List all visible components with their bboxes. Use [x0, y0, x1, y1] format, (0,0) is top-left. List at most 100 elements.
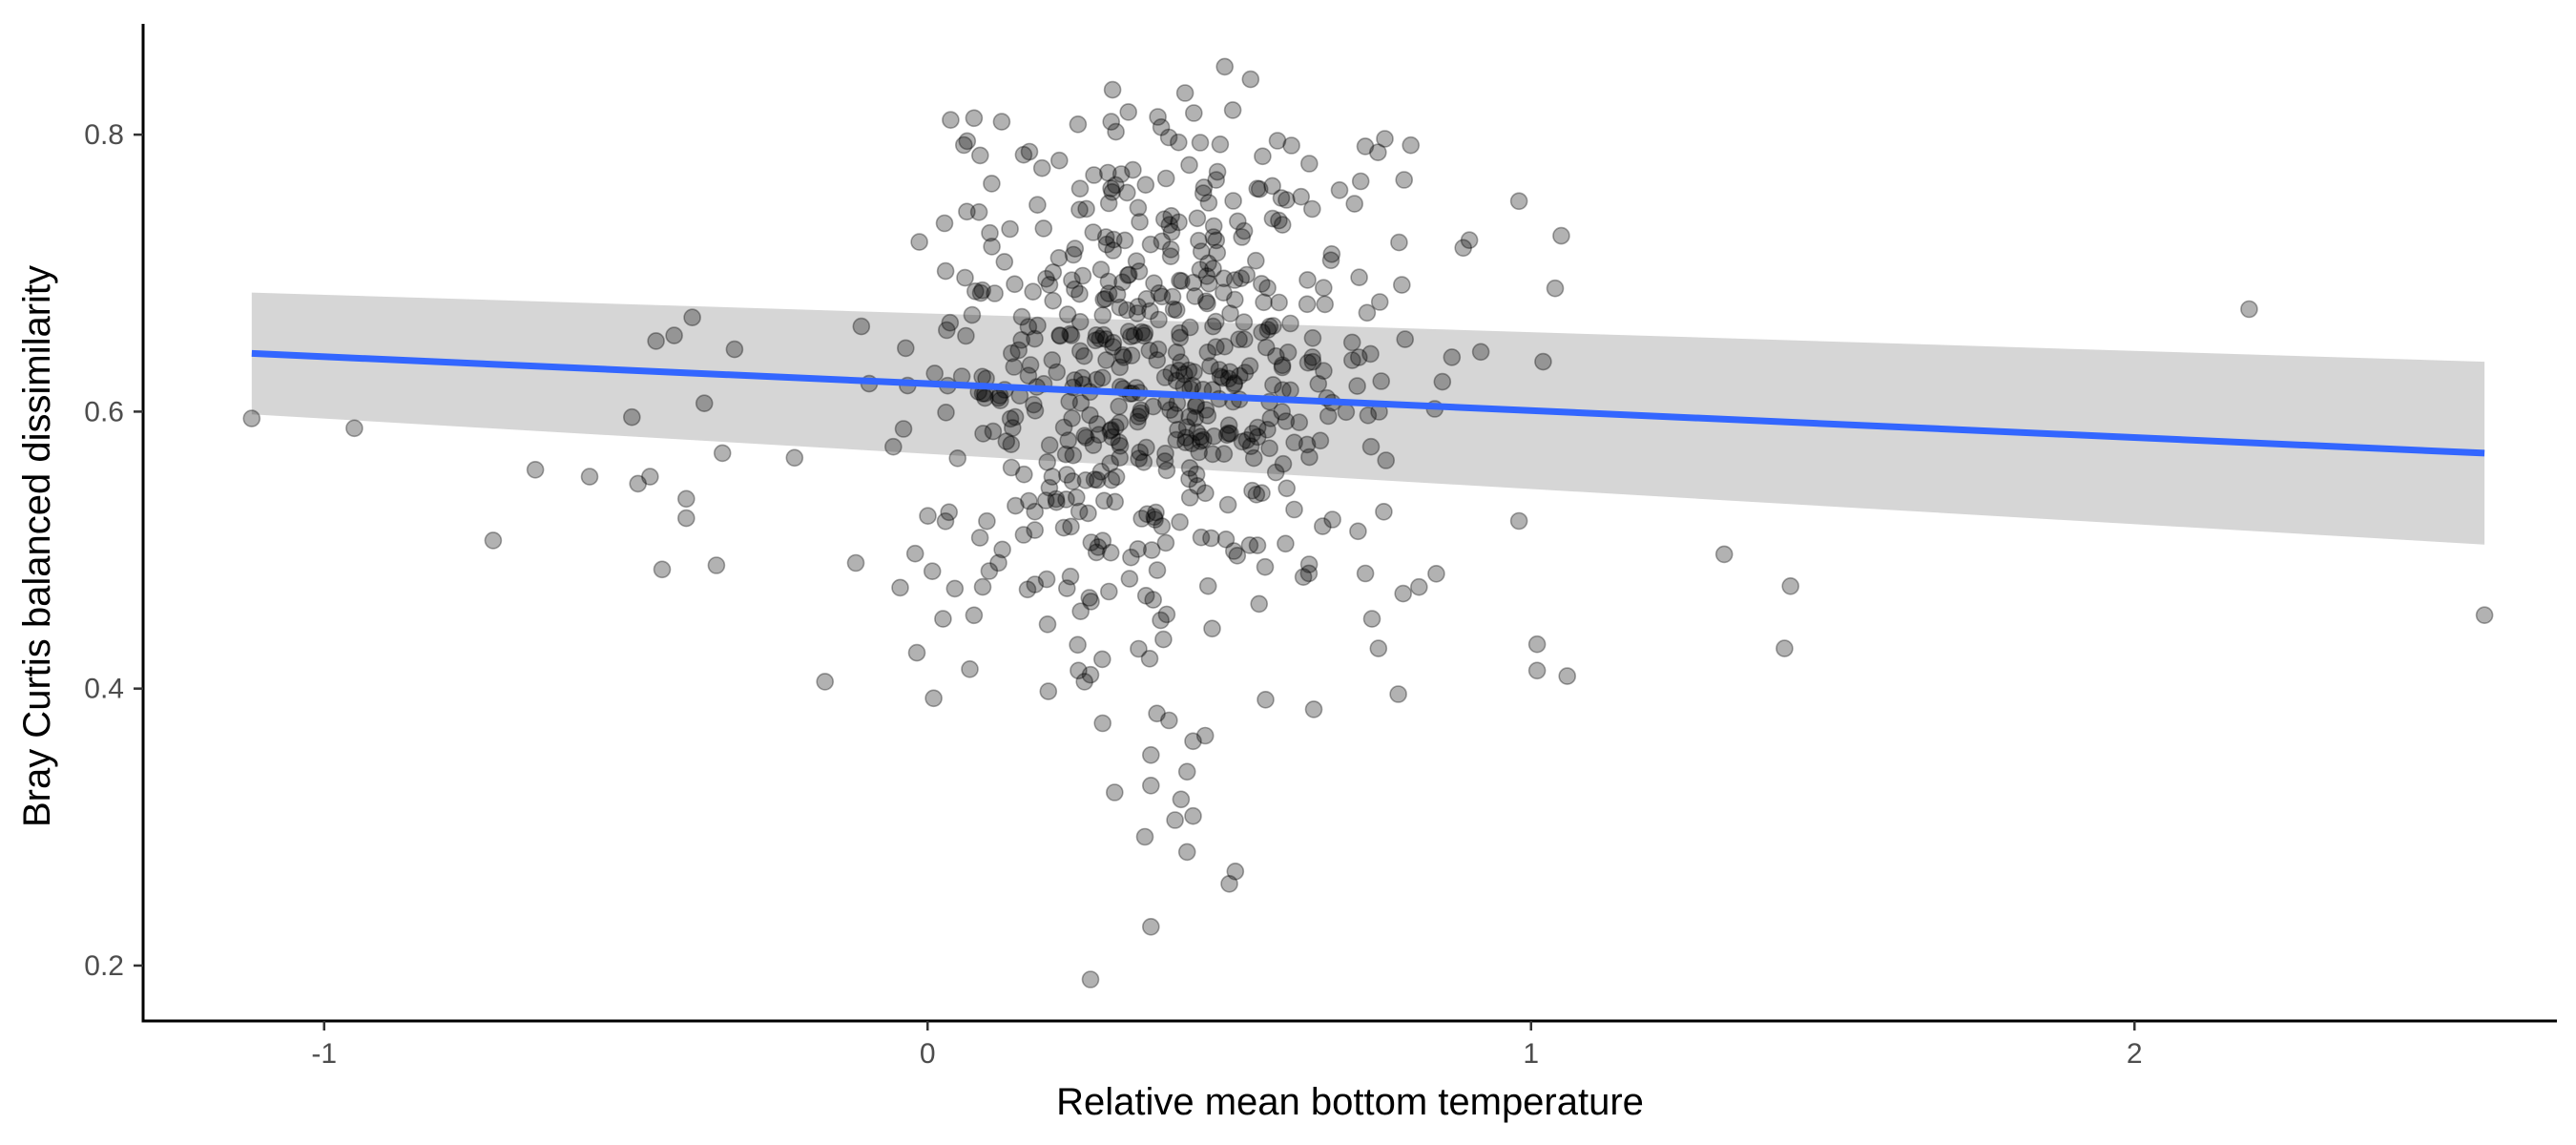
data-point	[1240, 357, 1259, 375]
data-point	[1192, 528, 1211, 547]
data-point	[629, 474, 648, 493]
data-point	[2475, 606, 2494, 625]
data-point	[997, 432, 1016, 450]
data-point	[1122, 346, 1141, 364]
data-point	[1241, 70, 1260, 89]
data-point	[1118, 301, 1136, 320]
data-point	[1215, 337, 1234, 356]
data-point	[1093, 650, 1111, 669]
data-point	[1102, 470, 1121, 489]
data-point	[1160, 711, 1178, 730]
data-point	[1093, 306, 1112, 324]
data-point	[1021, 356, 1040, 374]
data-point	[1014, 145, 1033, 164]
data-point	[1157, 461, 1176, 480]
data-point	[1217, 426, 1236, 445]
data-point	[1369, 639, 1388, 657]
data-point	[937, 321, 956, 340]
data-point	[1270, 211, 1288, 230]
data-point	[1299, 564, 1319, 583]
data-point	[974, 425, 992, 443]
data-point	[1132, 401, 1151, 420]
data-point	[1230, 330, 1248, 349]
data-point	[1144, 397, 1162, 416]
data-point	[1144, 591, 1162, 609]
data-point	[1225, 375, 1243, 394]
data-point	[1077, 428, 1095, 448]
data-point	[1361, 344, 1380, 364]
data-point	[2240, 300, 2258, 319]
data-point	[1389, 685, 1407, 703]
data-point	[1199, 194, 1218, 212]
data-point	[1039, 682, 1058, 700]
data-point	[1134, 326, 1153, 345]
data-point	[1192, 427, 1210, 447]
data-point	[1184, 273, 1203, 292]
data-point	[1150, 310, 1168, 329]
data-point	[1075, 673, 1093, 691]
data-point	[978, 511, 996, 531]
data-point	[1104, 338, 1122, 356]
data-point	[1180, 459, 1199, 477]
data-point	[1274, 381, 1292, 400]
data-point	[1060, 392, 1078, 411]
x-tick-label: 2	[2127, 1038, 2143, 1070]
data-point	[1146, 510, 1164, 529]
data-point	[1142, 917, 1160, 936]
data-point	[1356, 564, 1375, 583]
data-point	[1084, 223, 1103, 241]
data-point	[1215, 445, 1234, 464]
data-point	[1005, 358, 1024, 376]
data-point	[1090, 426, 1109, 445]
data-point	[1152, 118, 1171, 136]
data-point	[1260, 317, 1279, 336]
data-point	[1322, 244, 1341, 263]
data-point	[965, 109, 984, 128]
data-point	[958, 132, 977, 151]
data-point	[1162, 207, 1180, 225]
data-point	[1350, 268, 1368, 287]
data-point	[1300, 448, 1319, 467]
data-point	[1001, 409, 1020, 428]
data-point	[936, 511, 955, 531]
data-point	[1558, 667, 1576, 685]
data-point	[1282, 136, 1300, 155]
data-point	[1235, 221, 1254, 240]
data-point	[1509, 511, 1528, 531]
data-point	[925, 364, 945, 383]
data-point	[1207, 171, 1225, 189]
data-point	[1066, 239, 1085, 258]
data-point	[1004, 419, 1022, 437]
data-point	[1190, 443, 1208, 462]
data-point	[1208, 162, 1227, 181]
data-point	[622, 407, 641, 427]
data-point	[1194, 184, 1213, 202]
data-point	[1050, 151, 1069, 170]
data-point	[1219, 369, 1238, 388]
data-point	[1179, 361, 1198, 380]
data-point	[1171, 271, 1189, 290]
data-point	[1330, 181, 1349, 199]
data-point	[1025, 395, 1043, 414]
data-point	[956, 268, 974, 287]
data-point	[1273, 403, 1291, 421]
data-point	[1197, 267, 1216, 285]
data-point	[1054, 518, 1073, 537]
data-point	[1130, 639, 1148, 658]
data-point	[1087, 543, 1106, 562]
data-point	[1140, 341, 1159, 360]
data-point	[1303, 352, 1322, 371]
data-point	[1137, 438, 1155, 457]
data-point	[1225, 542, 1243, 560]
data-point	[1427, 564, 1445, 583]
data-point	[1061, 324, 1079, 344]
data-point	[1020, 142, 1039, 161]
data-point	[1032, 158, 1051, 177]
data-point	[1131, 213, 1149, 231]
data-point	[1207, 312, 1225, 331]
data-point	[1155, 368, 1174, 386]
data-point	[1190, 231, 1208, 250]
y-tick-label: 0.8	[84, 119, 124, 151]
data-point	[1776, 639, 1794, 657]
data-point	[1161, 240, 1180, 259]
